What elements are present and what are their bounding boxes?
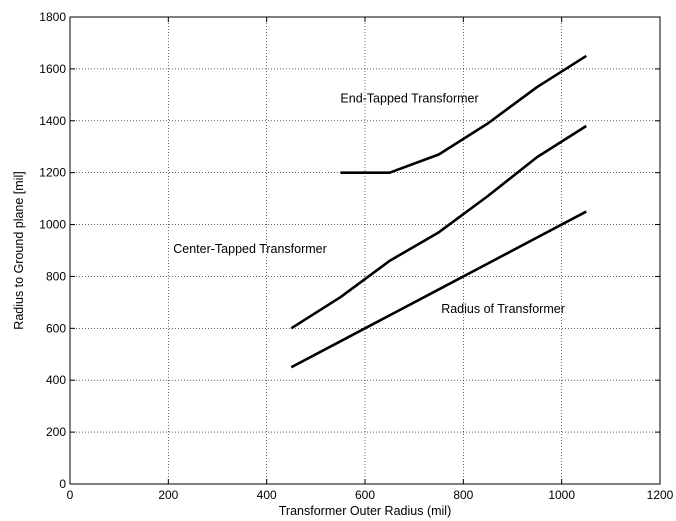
y-tick-label: 1200 <box>39 166 66 180</box>
y-tick-label: 1800 <box>39 10 66 24</box>
y-axis-title: Radius to Ground plane [mil] <box>12 171 26 329</box>
x-tick-label: 0 <box>67 488 74 502</box>
x-tick-label: 1200 <box>647 488 674 502</box>
x-tick-label: 600 <box>355 488 375 502</box>
y-tick-label: 1000 <box>39 218 66 232</box>
series-group <box>290 54 587 369</box>
y-tick-label: 200 <box>46 425 66 439</box>
x-axis-title: Transformer Outer Radius (mil) <box>279 504 452 518</box>
y-tick-label: 1400 <box>39 114 66 128</box>
x-tick-label: 1000 <box>548 488 575 502</box>
series-line-1 <box>340 54 587 174</box>
y-tick-label: 400 <box>46 373 66 387</box>
series-line-3 <box>290 210 587 369</box>
series-line-2 <box>290 124 587 330</box>
annotation-1: End-Tapped Transformer <box>340 92 478 106</box>
annotation-3: Radius of Transformer <box>441 302 565 316</box>
x-tick-label: 200 <box>158 488 178 502</box>
axis-ticks: 0 200 400 600 800 1000 1200 0 200 400 600 800 1000 12… <box>39 10 673 502</box>
annotations-group: End-Tapped Transformer Center-Tapped Tran… <box>173 92 565 316</box>
y-tick-label: 1600 <box>39 62 66 76</box>
x-tick-label: 400 <box>257 488 277 502</box>
y-tick-label: 600 <box>46 321 66 335</box>
y-tick-label: 800 <box>46 269 66 283</box>
annotation-2: Center-Tapped Transformer <box>173 242 327 256</box>
y-tick-label: 0 <box>59 477 66 491</box>
x-tick-label: 800 <box>453 488 473 502</box>
